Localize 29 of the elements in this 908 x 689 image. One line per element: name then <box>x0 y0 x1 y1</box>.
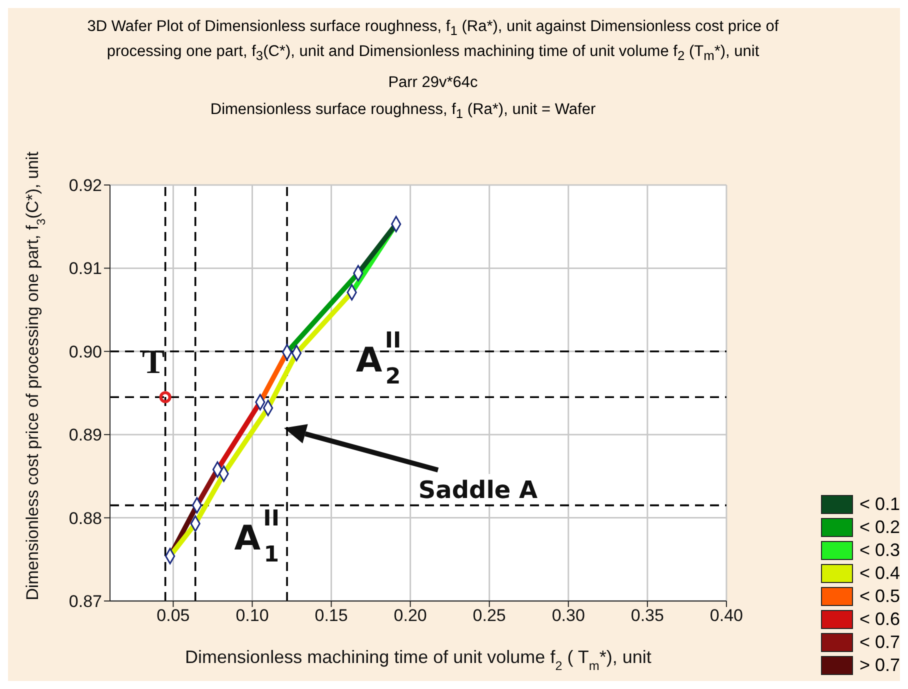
x-tick-label: 0.20 <box>394 606 427 626</box>
x-tick-label: 0.35 <box>630 606 664 626</box>
chart-title: 3D Wafer Plot of Dimensionless surface roughness, f$_{1}$ (Ra*), unit against Dimensionless cost price of processing one part, f$_{3}$(C*), unit and Dimensionless machining time of unit volume f$_{2}$ (T$_{m}$*), unit <box>87 18 779 64</box>
legend-label: < 0.2 <box>859 517 900 538</box>
x-axis-title: Dimensionless machining time of unit volume f$_{2}$ ( T$_{m}$*), unit <box>185 647 652 673</box>
x-tick-label: 0.40 <box>710 606 743 626</box>
chart-subtitle: Parr 29v*64c <box>387 73 479 94</box>
annotation: Saddle A <box>418 476 538 504</box>
y-tick-label: 0.87 <box>68 592 102 612</box>
x-tick-label: 0.10 <box>236 606 269 626</box>
legend-label: < 0.7 <box>859 632 900 653</box>
annotation: T <box>142 344 165 382</box>
y-tick-label: 0.92 <box>68 176 102 196</box>
x-tick-label: 0.25 <box>472 606 506 626</box>
x-tick-label: 0.15 <box>314 606 348 626</box>
legend-label: < 0.1 <box>859 494 900 515</box>
y-tick-label: 0.90 <box>68 342 102 362</box>
legend-label: < 0.3 <box>859 540 900 561</box>
legend-label: < 0.6 <box>859 609 900 630</box>
legend-title: Dimensionless surface roughness, f$_{1}$ (Ra*), unit = Wafer <box>209 100 597 124</box>
x-tick-label: 0.30 <box>552 606 585 626</box>
legend-label: < 0.5 <box>859 586 900 607</box>
y-tick-label: 0.89 <box>68 426 102 445</box>
x-tick-label: 0.05 <box>156 606 190 626</box>
y-tick-label: 0.88 <box>68 508 102 528</box>
legend-label: < 0.4 <box>859 563 900 584</box>
point <box>159 391 172 404</box>
y-tick-label: 0.91 <box>68 259 102 278</box>
legend-label: > 0.7 <box>859 655 900 676</box>
